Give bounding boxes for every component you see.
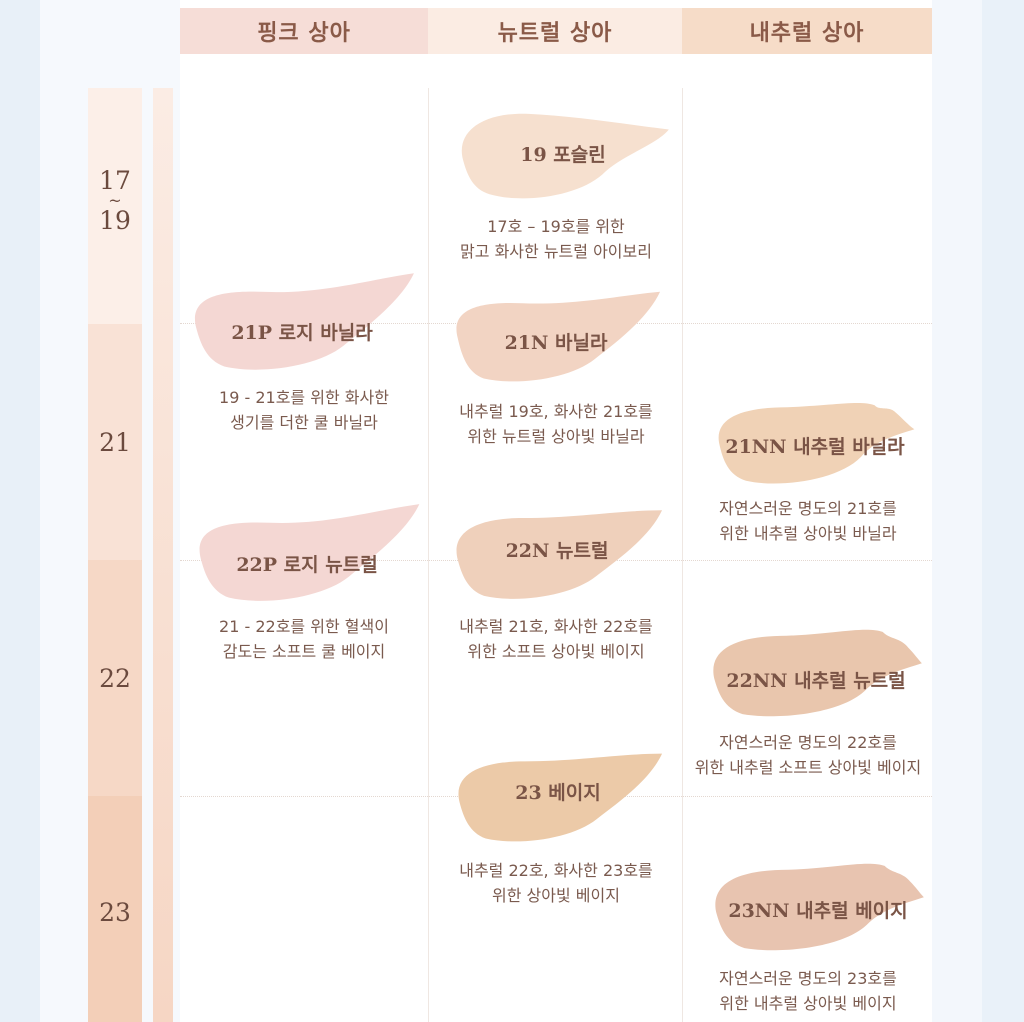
desc-22nn-natural-neutral: 자연스러운 명도의 22호를 위한 내추럴 소프트 상아빛 베이지 — [694, 733, 922, 777]
background-right-outer — [982, 0, 1024, 1022]
header-natural-tone: 내추럴 상아 — [682, 8, 932, 54]
scale-label-17-19: 17 ~ 19 — [99, 166, 131, 235]
header-pink-tone: 핑크 상아 — [180, 8, 428, 54]
swatch-22nn-natural-neutral: 22NN 내추럴 뉴트럴 — [700, 624, 932, 722]
desc-23nn-natural-beige: 자연스러운 명도의 23호를 위한 내추럴 상아빛 베이지 — [719, 969, 897, 1013]
column-divider — [682, 88, 683, 1022]
desc-22n-neutral: 내추럴 21호, 화사한 22호를 위한 소프트 상아빛 베이지 — [459, 617, 653, 661]
desc-21n-vanilla: 내추럴 19호, 화사한 21호를 위한 뉴트럴 상아빛 바닐라 — [459, 402, 653, 446]
swatch-21p-rosy-vanilla: 21P 로지 바닐라 — [188, 270, 416, 376]
scale-label-21: 21 — [99, 428, 131, 457]
swatch-22n-neutral: 22N 뉴트럴 — [450, 506, 664, 604]
scale-segment-22 — [88, 560, 142, 796]
scale-segment-17-19 — [88, 88, 142, 324]
swatch-22p-rosy-neutral: 22P 로지 뉴트럴 — [190, 502, 424, 606]
scale-segment-21 — [88, 324, 142, 560]
swatch-21nn-natural-vanilla: 21NN 내추럴 바닐라 — [698, 398, 932, 490]
swatch-21n-vanilla: 21N 바닐라 — [450, 286, 662, 390]
swatch-23nn-natural-beige: 23NN 내추럴 베이지 — [704, 858, 932, 956]
desc-21p-rosy-vanilla: 19 - 21호를 위한 화사한 생기를 더한 쿨 바닐라 — [219, 388, 389, 432]
column-divider — [428, 88, 429, 1022]
desc-21nn-natural-vanilla: 자연스러운 명도의 21호를 위한 내추럴 상아빛 바닐라 — [719, 499, 897, 543]
desc-22p-rosy-neutral: 21 - 22호를 위한 혈색이 감도는 소프트 쿨 베이지 — [219, 617, 389, 661]
scale-label-23: 23 — [99, 898, 131, 927]
swatch-23-beige: 23 베이지 — [452, 746, 664, 850]
scale-segment-23 — [88, 796, 142, 1022]
scale-label-22: 22 — [99, 664, 131, 693]
desc-23-beige: 내추럴 22호, 화사한 23호를 위한 상아빛 베이지 — [459, 861, 653, 905]
scale-gradient-strip — [153, 88, 173, 1022]
swatch-19-porcelain: 19 포슬린 — [450, 106, 676, 204]
header-neutral-tone: 뉴트럴 상아 — [428, 8, 682, 54]
desc-19-porcelain: 17호 – 19호를 위한 맑고 화사한 뉴트럴 아이보리 — [460, 217, 652, 261]
background-left — [0, 0, 40, 1022]
